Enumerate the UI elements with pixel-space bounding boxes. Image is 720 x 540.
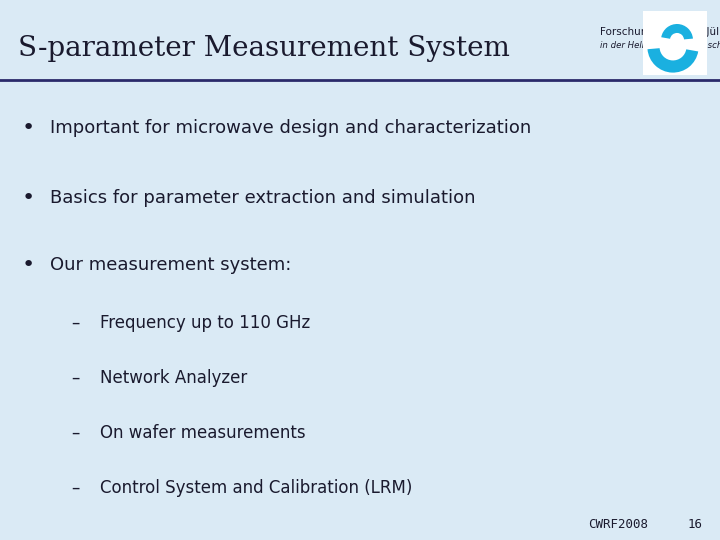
Text: •: • bbox=[22, 188, 35, 208]
Text: S-parameter Measurement System: S-parameter Measurement System bbox=[18, 35, 510, 62]
Text: Control System and Calibration (LRM): Control System and Calibration (LRM) bbox=[100, 479, 413, 497]
Text: CWRF2008: CWRF2008 bbox=[588, 518, 648, 531]
Text: in der Helmholtz-Gemeinschaft: in der Helmholtz-Gemeinschaft bbox=[600, 42, 720, 51]
Text: Important for microwave design and characterization: Important for microwave design and chara… bbox=[50, 119, 531, 137]
Text: Basics for parameter extraction and simulation: Basics for parameter extraction and simu… bbox=[50, 189, 475, 207]
Text: On wafer measurements: On wafer measurements bbox=[100, 424, 305, 442]
Text: –: – bbox=[71, 424, 79, 442]
Wedge shape bbox=[647, 48, 698, 72]
Text: •: • bbox=[22, 118, 35, 138]
Text: Forschungszentrum Jülich: Forschungszentrum Jülich bbox=[600, 27, 720, 37]
Text: –: – bbox=[71, 369, 79, 387]
Text: –: – bbox=[71, 479, 79, 497]
Text: –: – bbox=[71, 314, 79, 332]
Wedge shape bbox=[661, 24, 693, 39]
Text: Our measurement system:: Our measurement system: bbox=[50, 256, 292, 274]
Text: •: • bbox=[22, 255, 35, 275]
FancyBboxPatch shape bbox=[643, 11, 707, 75]
Text: Frequency up to 110 GHz: Frequency up to 110 GHz bbox=[100, 314, 310, 332]
Text: Network Analyzer: Network Analyzer bbox=[100, 369, 247, 387]
Text: 16: 16 bbox=[688, 518, 703, 531]
